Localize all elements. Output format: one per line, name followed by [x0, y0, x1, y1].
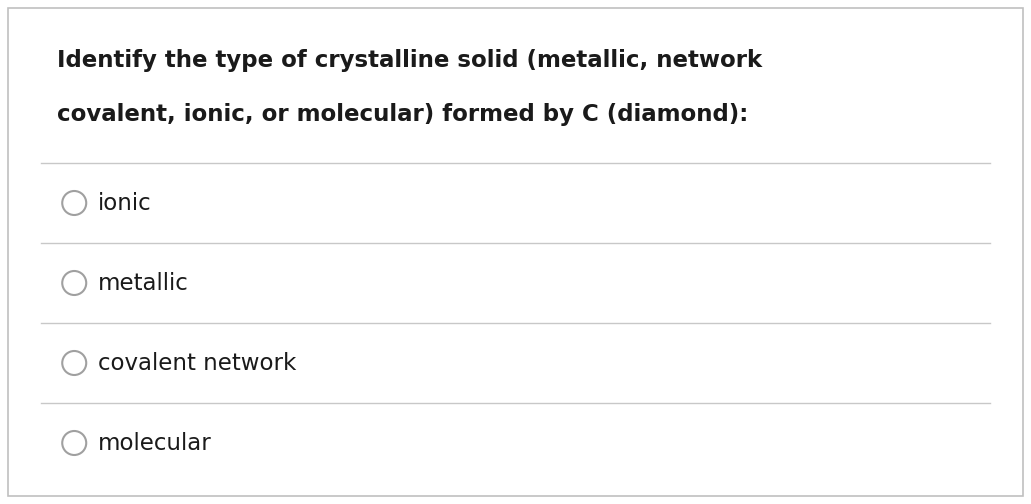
Text: covalent network: covalent network [98, 351, 297, 374]
Text: metallic: metallic [98, 272, 189, 294]
Text: molecular: molecular [98, 431, 212, 455]
Text: Identify the type of crystalline solid (metallic, network: Identify the type of crystalline solid (… [57, 48, 762, 72]
Text: covalent, ionic, or molecular) formed by C (diamond):: covalent, ionic, or molecular) formed by… [57, 103, 747, 127]
Text: ionic: ionic [98, 192, 152, 215]
